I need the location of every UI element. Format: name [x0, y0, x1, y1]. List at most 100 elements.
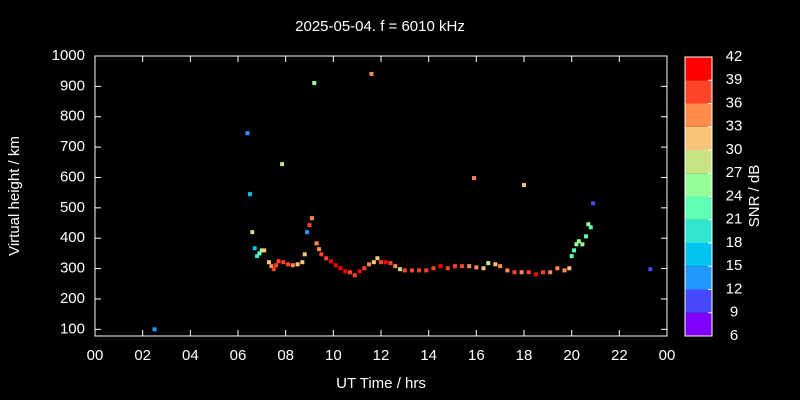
- point: [371, 260, 376, 265]
- colorbar-tick-label: 24: [726, 187, 743, 204]
- point: [562, 268, 567, 273]
- point: [481, 266, 486, 271]
- point: [307, 223, 312, 228]
- colorbar-label: SNR / dB: [746, 165, 763, 228]
- point: [379, 260, 383, 265]
- point: [357, 269, 362, 274]
- point: [576, 239, 581, 244]
- point: [486, 261, 491, 266]
- point: [362, 266, 367, 271]
- point: [276, 259, 281, 264]
- colorbar-band: [685, 312, 712, 336]
- colorbar-tick-label: 12: [726, 280, 743, 297]
- point: [280, 162, 285, 167]
- x-tick-label: 12: [373, 347, 390, 364]
- x-axis-label: UT Time / hrs: [336, 375, 426, 392]
- colorbar-band: [685, 219, 712, 243]
- colorbar-band: [685, 266, 712, 290]
- point: [266, 260, 271, 265]
- y-tick-label: 200: [60, 290, 85, 307]
- colorbar-tick-label: 30: [726, 141, 743, 158]
- x-tick-label: 10: [325, 347, 342, 364]
- colorbar-tick-label: 6: [730, 327, 738, 344]
- point: [398, 267, 403, 272]
- point: [305, 230, 310, 235]
- x-tick-label: 08: [277, 347, 294, 364]
- chart-title: 2025-05-04. f = 6010 kHz: [295, 18, 465, 35]
- point: [648, 267, 653, 272]
- colorbar-tick-label: 21: [726, 211, 743, 228]
- point: [519, 270, 524, 275]
- point: [343, 269, 348, 274]
- colorbar-band: [685, 173, 712, 197]
- point: [352, 273, 357, 278]
- colorbar-band: [685, 103, 712, 127]
- point: [424, 268, 429, 273]
- point: [569, 254, 574, 259]
- point: [431, 266, 436, 271]
- point: [452, 264, 457, 269]
- point: [471, 176, 476, 181]
- point: [257, 251, 262, 256]
- point: [255, 254, 260, 259]
- point: [417, 268, 422, 273]
- point: [319, 252, 324, 257]
- point: [388, 261, 393, 266]
- point: [548, 270, 553, 275]
- point: [269, 264, 274, 269]
- x-tick-label: 00: [659, 347, 676, 364]
- point: [567, 266, 572, 271]
- point: [541, 270, 546, 275]
- point: [512, 270, 517, 275]
- point: [302, 252, 307, 257]
- y-tick-label: 800: [60, 108, 85, 125]
- point: [474, 265, 479, 270]
- point: [252, 246, 257, 251]
- point: [402, 268, 407, 273]
- y-axis-label: Virtual height / km: [6, 136, 23, 256]
- point: [498, 264, 503, 269]
- x-tick-label: 14: [420, 347, 437, 364]
- point: [290, 263, 295, 268]
- colorbar-tick-label: 33: [726, 118, 743, 135]
- point: [247, 192, 252, 197]
- plot-frame: [94, 55, 668, 337]
- x-tick-label: 00: [87, 347, 104, 364]
- y-tick-label: 900: [60, 77, 85, 94]
- point: [580, 242, 585, 247]
- y-tick-label: 700: [60, 138, 85, 155]
- point: [250, 230, 255, 235]
- colorbar-tick-label: 36: [726, 94, 743, 111]
- point: [314, 241, 319, 246]
- point: [281, 260, 286, 265]
- colorbar-band: [685, 80, 712, 104]
- point: [367, 262, 372, 267]
- colorbar-tick-label: 9: [730, 304, 738, 321]
- x-tick-label: 02: [134, 347, 151, 364]
- x-tick-label: 16: [468, 347, 485, 364]
- point: [383, 260, 388, 265]
- x-tick-label: 18: [516, 347, 533, 364]
- colorbar-tick-label: 18: [726, 234, 743, 251]
- colorbar-tick-label: 39: [726, 71, 743, 88]
- point: [286, 262, 291, 267]
- point: [328, 259, 333, 264]
- y-tick-label: 400: [60, 229, 85, 246]
- colorbar-band: [685, 289, 712, 313]
- y-tick-label: 1000: [52, 47, 85, 64]
- point: [369, 71, 374, 76]
- point: [333, 263, 338, 268]
- y-tick-label: 600: [60, 168, 85, 185]
- point: [555, 266, 560, 271]
- point: [586, 222, 591, 227]
- point: [300, 260, 305, 265]
- x-tick-label: 22: [611, 347, 628, 364]
- colorbar-tick-label: 15: [726, 257, 743, 274]
- point: [312, 81, 317, 86]
- point: [460, 264, 465, 269]
- x-tick-label: 04: [182, 347, 199, 364]
- point: [409, 268, 414, 273]
- colorbar-band: [685, 196, 712, 220]
- point: [324, 256, 329, 261]
- colorbar-band: [685, 243, 712, 267]
